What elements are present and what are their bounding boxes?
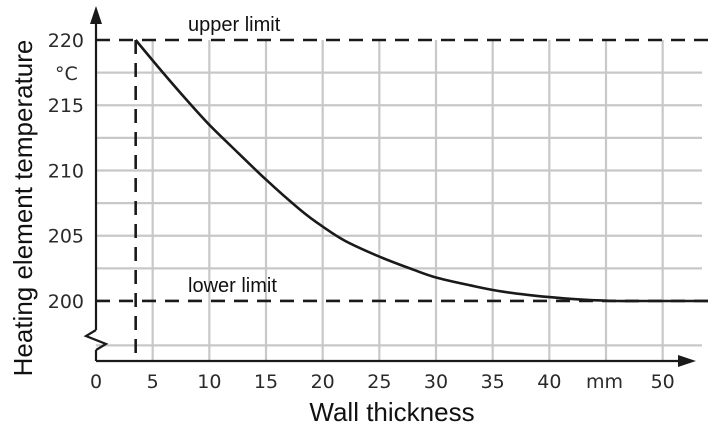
grid [96,40,702,361]
x-unit-label: mm [586,371,623,393]
x-tick-label: 20 [311,371,335,393]
axes [83,6,696,367]
y-axis-break [83,329,109,351]
x-tick-label: 30 [424,371,448,393]
x-tick-label: 10 [197,371,221,393]
x-tick-label: 0 [90,371,102,393]
x-tick-label: 50 [651,371,675,393]
x-axis-arrow [678,355,696,367]
y-tick-label: 215 [48,95,84,117]
upper-limit-label: upper limit [188,14,281,36]
x-tick-label: 25 [367,371,391,393]
x-tick-label: 15 [254,371,278,393]
lower-limit-label: lower limit [188,275,277,297]
x-tick-label: 40 [537,371,561,393]
reference-lines [96,38,708,361]
y-tick-labels: 200 205 210 215 220 [48,30,84,313]
y-unit-label: °C [55,63,78,85]
x-tick-label: 35 [481,371,505,393]
x-tick-labels: 0 5 10 15 20 25 30 35 40 50 [90,371,675,393]
y-tick-label: 205 [48,226,84,248]
x-tick-label: 5 [147,371,159,393]
y-tick-label: 210 [48,160,84,182]
y-tick-label: 220 [48,30,84,52]
y-tick-label: 200 [48,291,84,313]
y-axis-arrow [90,6,102,24]
x-axis-title: Wall thickness [309,397,474,427]
y-axis-title: Heating element temperature [8,40,38,377]
series-line [134,39,708,303]
